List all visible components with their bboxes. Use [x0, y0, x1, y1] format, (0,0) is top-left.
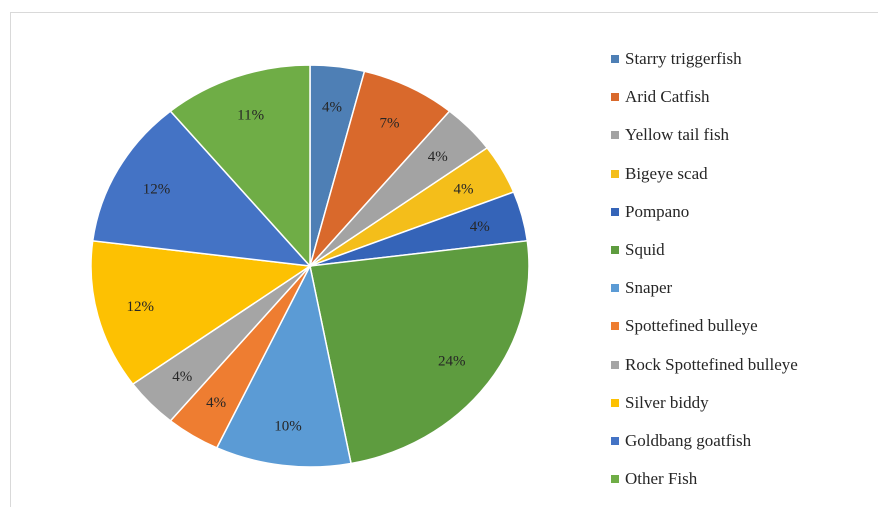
legend-swatch [611, 55, 619, 64]
legend-swatch [611, 360, 619, 369]
legend-label: Other Fish [625, 469, 698, 489]
legend-item: Rock Spottefined bulleye [611, 346, 798, 384]
legend-swatch [611, 207, 619, 216]
legend-label: Yellow tail fish [625, 125, 730, 145]
slice-data-label: 24% [438, 354, 466, 370]
legend: Starry triggerfish Arid Catfish Yellow tai… [611, 40, 798, 498]
legend-label: Bigeye scad [625, 163, 708, 183]
legend-label: Rock Spottefined bulleye [625, 354, 798, 374]
slice-data-label: 11% [237, 108, 264, 124]
legend-label: Spottefined bulleye [625, 316, 758, 336]
slice-data-label: 4% [322, 99, 342, 115]
legend-swatch [611, 131, 619, 140]
legend-swatch [611, 246, 619, 255]
slice-data-label: 12% [127, 299, 155, 315]
pie-slice [91, 110, 312, 267]
legend-swatch [611, 284, 619, 293]
legend-item: Silver biddy [611, 384, 798, 422]
legend-item: Goldbang goatfish [611, 422, 798, 460]
legend-label: Starry triggerfish [625, 49, 742, 69]
legend-swatch [611, 436, 619, 445]
legend-swatch [611, 475, 619, 484]
legend-item: Snaper [611, 269, 798, 307]
legend-label: Squid [625, 240, 665, 260]
legend-swatch [611, 169, 619, 178]
legend-label: Silver biddy [625, 392, 709, 412]
slice-data-label: 4% [470, 219, 490, 235]
pie-slice [215, 263, 352, 468]
legend-swatch [611, 398, 619, 407]
legend-label: Goldbang goatfish [625, 430, 752, 450]
slice-data-label: 4% [428, 149, 448, 165]
legend-item: Yellow tail fish [611, 116, 798, 154]
pie-slice [309, 239, 530, 465]
pie-slice [90, 239, 313, 386]
slice-data-label: 4% [206, 395, 226, 411]
slice-data-label: 10% [274, 419, 302, 435]
legend-item: Arid Catfish [611, 78, 798, 116]
pie-slice [169, 64, 311, 268]
legend-item: Other Fish [611, 460, 798, 498]
slice-data-label: 4% [172, 369, 192, 385]
slice-data-label: 7% [380, 116, 400, 132]
legend-item: Starry triggerfish [611, 40, 798, 78]
legend-label: Arid Catfish [625, 87, 710, 107]
legend-swatch [611, 93, 619, 102]
legend-label: Pompano [625, 201, 690, 221]
slice-data-label: 12% [143, 182, 171, 198]
legend-item: Spottefined bulleye [611, 307, 798, 345]
legend-item: Squid [611, 231, 798, 269]
legend-item: Bigeye scad [611, 155, 798, 193]
legend-swatch [611, 322, 619, 331]
chart-frame [10, 12, 878, 507]
legend-label: Snaper [625, 278, 673, 298]
legend-item: Pompano [611, 193, 798, 231]
slice-data-label: 4% [454, 182, 474, 198]
